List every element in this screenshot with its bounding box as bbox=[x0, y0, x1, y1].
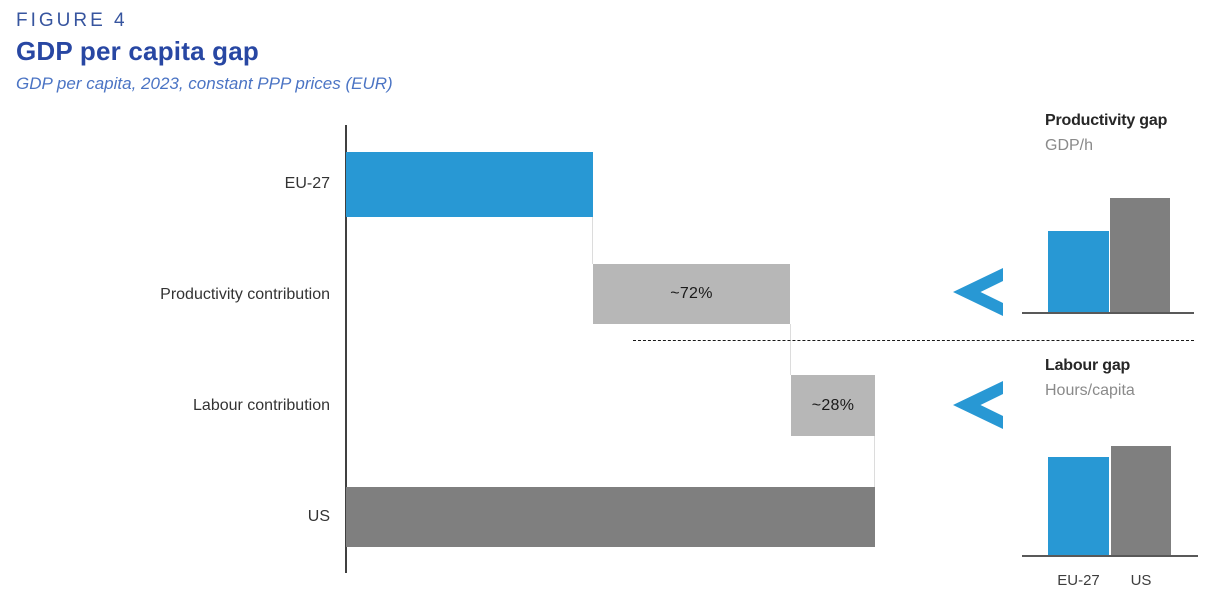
labour-contribution-bar: ~28% bbox=[791, 375, 875, 436]
dashed-divider-line bbox=[633, 340, 1194, 341]
eu27-bar bbox=[346, 152, 593, 217]
mini-labour-us-bar bbox=[1111, 446, 1171, 555]
productivity-gap-title: Productivity gap bbox=[1045, 112, 1168, 129]
row-label-labour-contribution: Labour contribution bbox=[193, 397, 330, 414]
figure-subtitle: GDP per capita, 2023, constant PPP price… bbox=[16, 74, 393, 93]
row-label-productivity-contribution: Productivity contribution bbox=[160, 286, 330, 303]
chevron-left-icon bbox=[953, 268, 1003, 316]
figure-title: GDP per capita gap bbox=[16, 36, 259, 66]
us-bar bbox=[346, 487, 875, 547]
mini-xlabel-us: US bbox=[1130, 572, 1152, 589]
mini-productivity-us-bar bbox=[1110, 198, 1170, 312]
waterfall-connector-3 bbox=[874, 436, 875, 487]
mini-productivity-eu27-bar bbox=[1048, 231, 1109, 312]
labour-gap-title: Labour gap bbox=[1045, 357, 1131, 374]
figure-number-label: FIGURE 4 bbox=[16, 10, 128, 31]
productivity-contribution-value: ~72% bbox=[670, 285, 713, 302]
waterfall-connector-1 bbox=[592, 217, 593, 264]
productivity-gap-subtitle: GDP/h bbox=[1045, 137, 1094, 154]
labour-contribution-value: ~28% bbox=[811, 397, 855, 414]
row-label-eu27: EU-27 bbox=[284, 175, 330, 192]
mini-labour-eu27-bar bbox=[1048, 457, 1109, 555]
mini-productivity-baseline bbox=[1022, 312, 1194, 314]
mini-labour-baseline bbox=[1022, 555, 1198, 557]
waterfall-connector-2 bbox=[790, 324, 791, 375]
mini-xlabel-eu27: EU-27 bbox=[1057, 572, 1100, 589]
chevron-left-icon bbox=[953, 381, 1003, 429]
y-axis-line bbox=[345, 125, 347, 573]
productivity-contribution-bar: ~72% bbox=[593, 264, 790, 324]
row-label-us: US bbox=[307, 508, 330, 525]
labour-gap-subtitle: Hours/capita bbox=[1045, 382, 1135, 399]
